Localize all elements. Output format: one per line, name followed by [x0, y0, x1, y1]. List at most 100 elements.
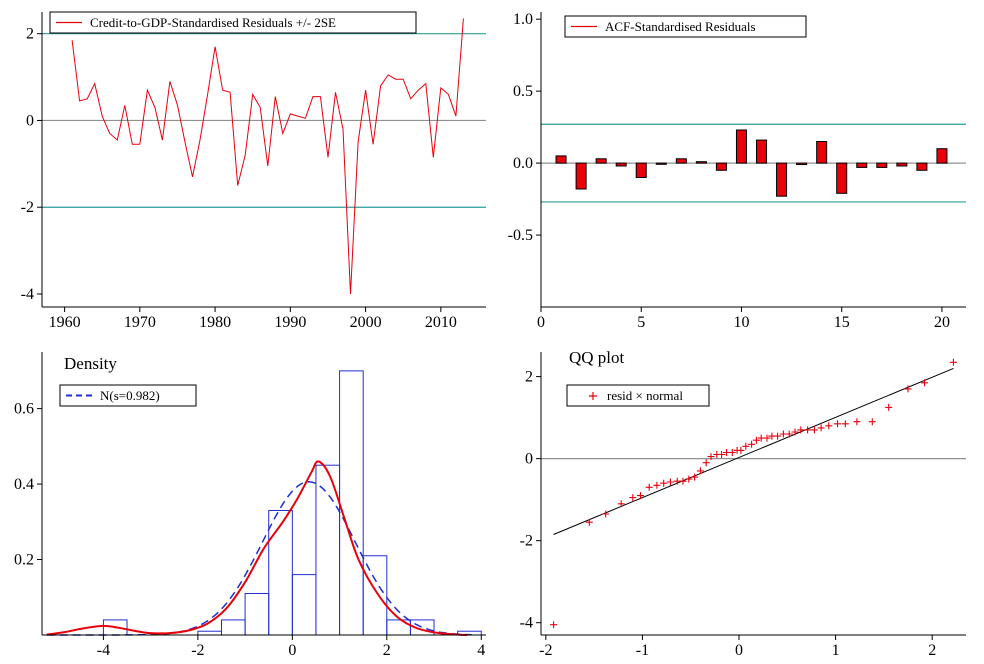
- x-tick-label: 1: [832, 642, 840, 659]
- residuals-panel: 1960 1970 1980 1990 2000 2010 -4 -2 0 2 Credit-to-…: [21, 11, 486, 331]
- density-panel: -4 -2 0 2 4 0.2 0.4 0.6 Density N(s=0.982): [14, 352, 486, 659]
- qq-point: [841, 420, 849, 428]
- x-tick-label: 2: [383, 642, 391, 659]
- panel-title: Density: [64, 354, 117, 373]
- x-tick-label: -1: [636, 642, 649, 659]
- qq-point: [853, 418, 861, 426]
- acf-bar: [735, 129, 747, 164]
- legend-label: Credit-to-GDP-Standardised Residuals +/-…: [90, 15, 336, 30]
- qq-point: [660, 479, 668, 487]
- x-tick-label: 2010: [425, 314, 457, 331]
- qq-point: [742, 442, 750, 450]
- qq-point: [885, 403, 893, 411]
- acf-bar: [916, 162, 928, 171]
- qq-point: [707, 453, 715, 461]
- qq-point: [785, 430, 793, 438]
- acf-panel: 0 5 10 15 20 -0.5 0.0 0.5 1.0 ACF-Standardised Re…: [508, 11, 966, 331]
- x-tick-label: 1990: [274, 314, 306, 331]
- y-tick-label: -2: [21, 199, 34, 216]
- qq-point: [550, 621, 558, 629]
- x-tick-label: 2: [928, 642, 936, 659]
- qq-point: [691, 473, 699, 481]
- legend-box: [566, 384, 710, 407]
- qq-point: [774, 432, 782, 440]
- y-tick-label: -4: [520, 615, 533, 632]
- acf-bar: [776, 162, 788, 197]
- legend-label: ACF-Standardised Residuals: [605, 19, 756, 34]
- legend-label: resid × normal: [607, 388, 683, 403]
- acf-bar: [856, 162, 868, 168]
- acf-bar: [816, 141, 828, 164]
- legend-swatch: [589, 392, 597, 400]
- qq-point: [817, 424, 825, 432]
- qq-point: [602, 510, 610, 518]
- y-tick-label: 0.2: [14, 552, 34, 569]
- legend-box: [59, 384, 197, 407]
- qq-point: [585, 518, 593, 526]
- legend-label: N(s=0.982): [100, 388, 160, 403]
- x-tick-label: 0: [735, 642, 743, 659]
- qq-point: [804, 426, 812, 434]
- qq-point: [763, 434, 771, 442]
- x-tick-label: 0: [537, 314, 545, 331]
- acf-bar: [836, 162, 848, 194]
- qq-point: [737, 446, 745, 454]
- histogram-bar: [291, 574, 317, 636]
- qq-point: [834, 420, 841, 428]
- acf-bar: [796, 162, 808, 166]
- qq-point: [653, 481, 661, 489]
- acf-bar: [695, 161, 707, 164]
- qq-point: [791, 428, 799, 436]
- histogram-bar: [244, 592, 270, 636]
- y-tick-label: -0.5: [508, 227, 533, 244]
- qq-point: [718, 451, 726, 458]
- acf-bar: [575, 162, 587, 190]
- x-tick-label: 15: [834, 314, 850, 331]
- qq-point: [904, 385, 912, 393]
- y-tick-label: 0: [525, 451, 533, 468]
- qq-point: [679, 477, 687, 485]
- qq-point: [921, 379, 928, 387]
- qq-point: [748, 440, 756, 448]
- qq-point: [696, 467, 704, 475]
- y-tick-label: 2: [26, 26, 34, 43]
- y-tick-label: 0.6: [14, 401, 34, 418]
- acf-bar: [675, 158, 687, 164]
- y-tick-label: -2: [520, 533, 533, 550]
- histogram-bar: [386, 619, 411, 636]
- x-tick-label: 0: [288, 642, 296, 659]
- histogram-bar: [220, 619, 246, 636]
- acf-bar: [715, 162, 727, 171]
- kernel-density-curve: [46, 460, 468, 636]
- qq-reference-line: [553, 367, 954, 535]
- qq-point: [949, 358, 957, 366]
- x-tick-label: -2: [539, 642, 552, 659]
- histogram-bar: [362, 555, 388, 636]
- legend-box: [564, 15, 807, 38]
- acf-bar: [635, 162, 647, 178]
- x-tick-label: 2000: [350, 314, 382, 331]
- y-tick-label: 1.0: [513, 11, 533, 28]
- qq-point: [617, 500, 625, 508]
- y-tick-label: 0.5: [513, 83, 533, 100]
- x-tick-label: 20: [934, 314, 950, 331]
- x-tick-label: 5: [637, 314, 645, 331]
- legend-box: [49, 11, 417, 34]
- histogram-bar: [339, 370, 364, 636]
- qq-panel: -2 -1 0 1 2 -4 -2 0 2 QQ plot resid × normal: [520, 348, 966, 659]
- y-tick-label: 0.4: [14, 476, 34, 493]
- y-tick-label: 0: [26, 112, 34, 129]
- x-tick-label: 1960: [49, 314, 81, 331]
- qq-point: [645, 483, 653, 491]
- x-tick-label: 4: [477, 642, 485, 659]
- acf-bar: [555, 155, 567, 164]
- qq-point: [752, 436, 760, 444]
- acf-bar: [655, 162, 667, 165]
- qq-point: [810, 426, 818, 434]
- qq-point: [629, 494, 637, 502]
- residual-series-line: [71, 18, 464, 295]
- panel-title: QQ plot: [569, 348, 625, 367]
- x-tick-label: 10: [733, 314, 749, 331]
- x-tick-label: -2: [191, 642, 204, 659]
